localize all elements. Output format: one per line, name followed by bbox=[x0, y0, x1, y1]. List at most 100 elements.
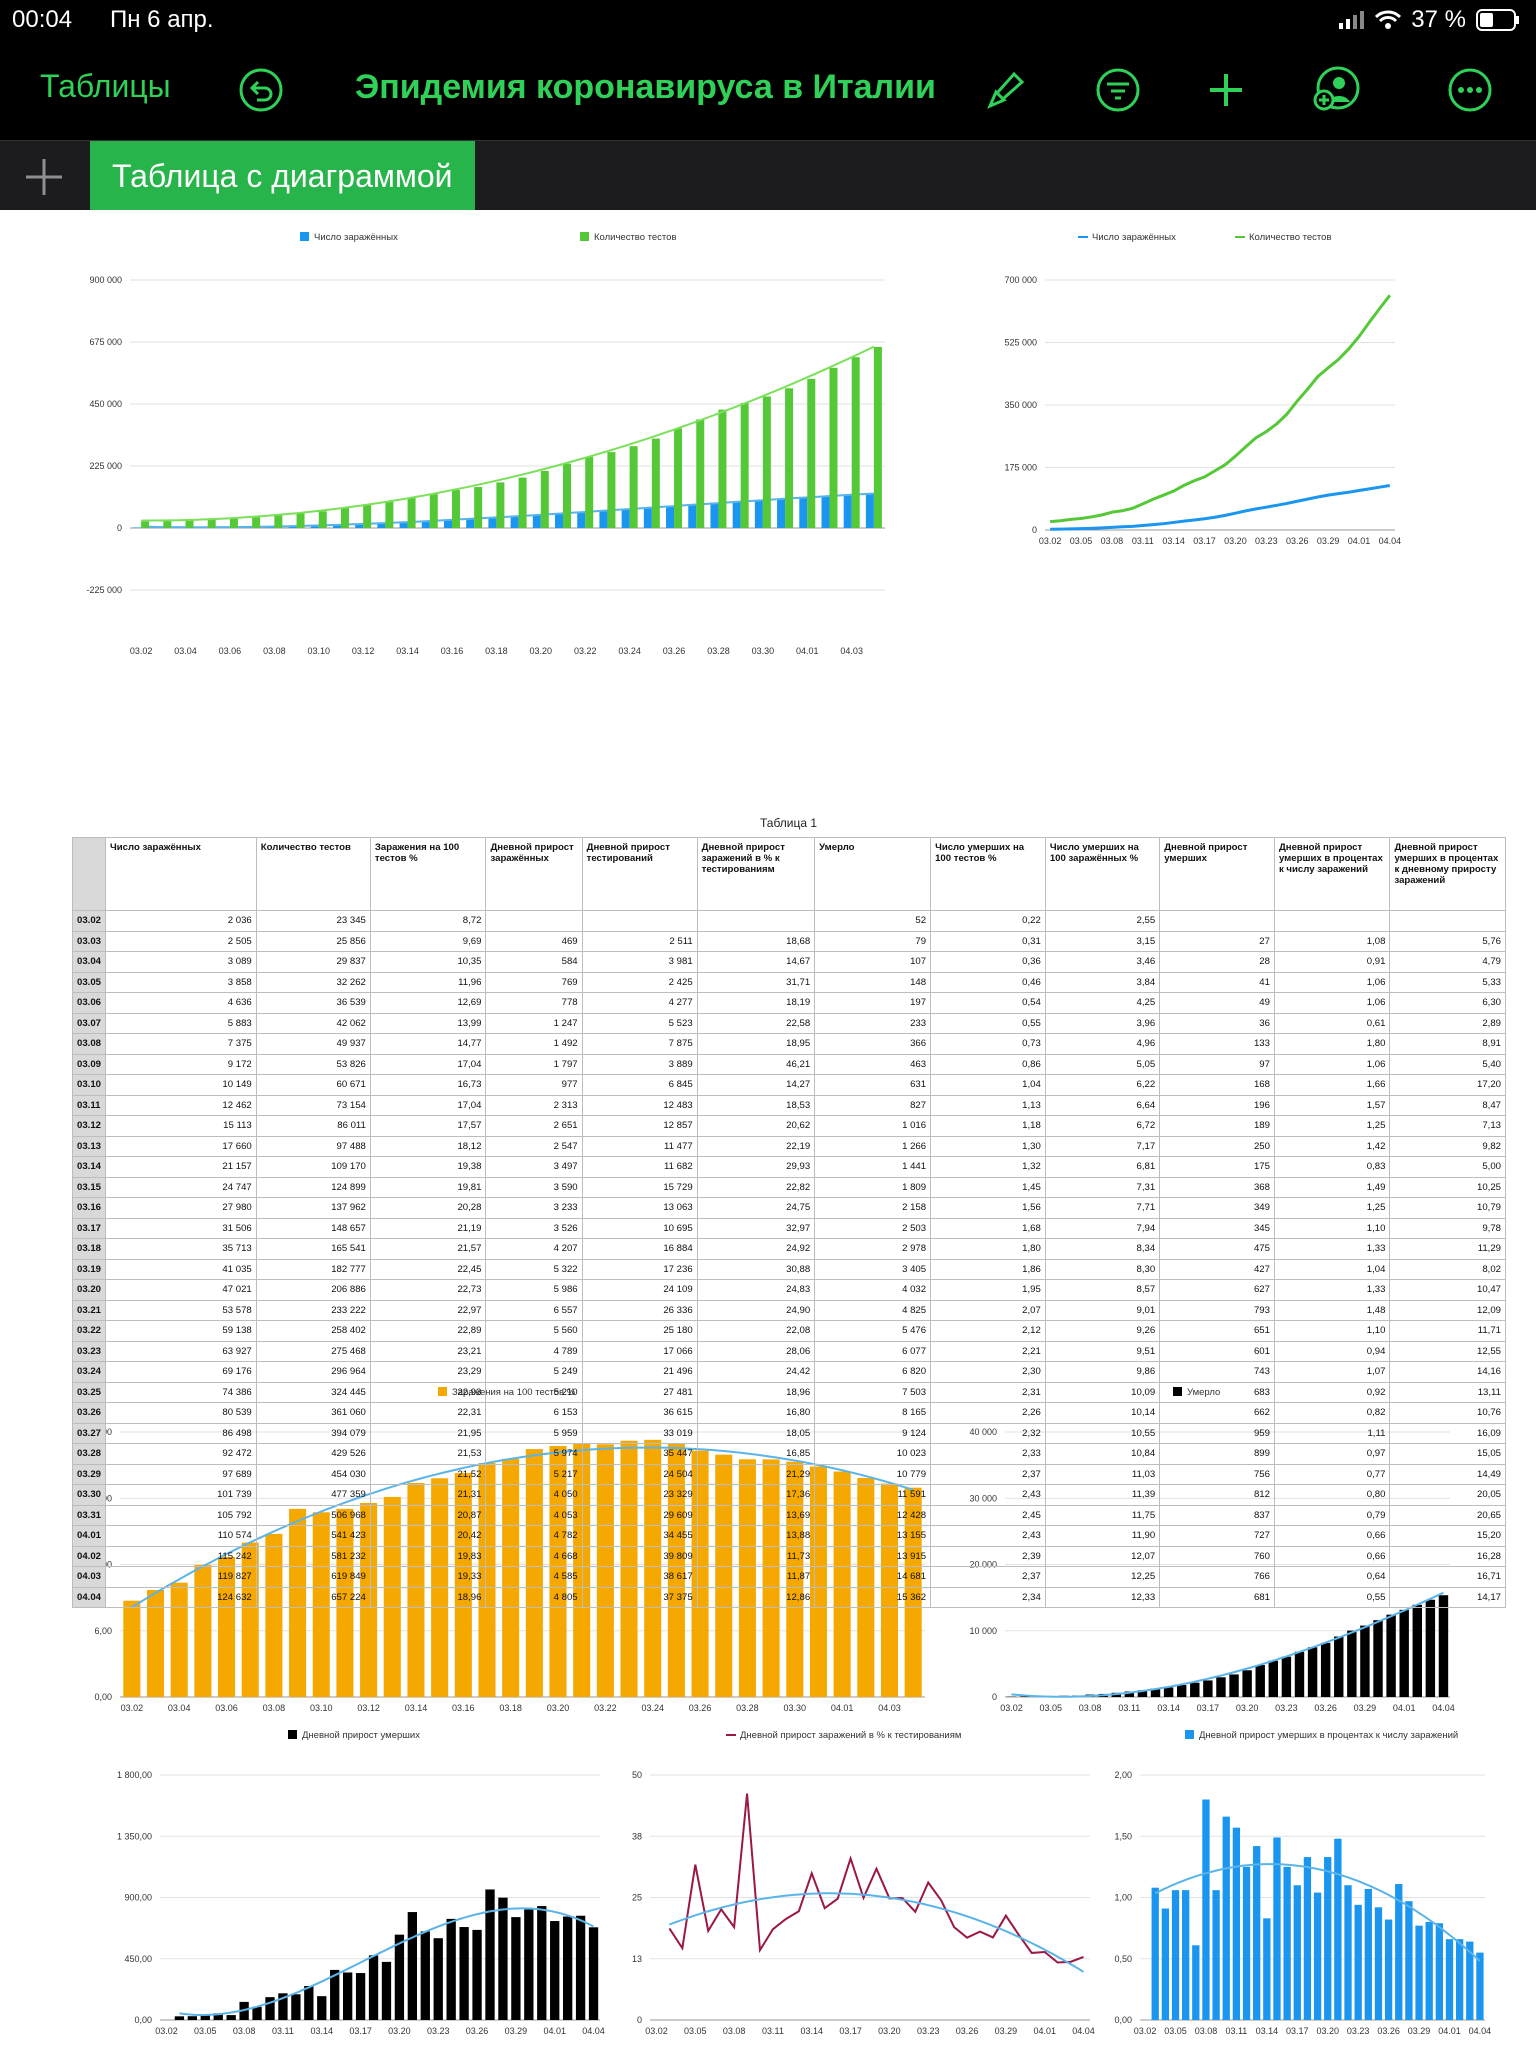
table-cell[interactable]: 7 375 bbox=[105, 1033, 257, 1055]
table-cell[interactable]: 9,69 bbox=[369, 930, 487, 952]
table-cell[interactable]: 4 277 bbox=[581, 992, 698, 1014]
table-cell[interactable]: 5,33 bbox=[1389, 971, 1506, 993]
table-cell[interactable]: 97 bbox=[1159, 1053, 1275, 1075]
table-cell[interactable] bbox=[485, 910, 583, 932]
table-row[interactable]: 03.09 9 172 53 826 17,04 1 797 3 889 46,21 463 0… bbox=[71, 1053, 1506, 1075]
table-cell[interactable]: 23,21 bbox=[369, 1340, 487, 1362]
collaborate-icon[interactable] bbox=[1312, 66, 1360, 114]
table-cell[interactable]: 17,36 bbox=[696, 1484, 816, 1506]
table-cell[interactable]: 12,07 bbox=[1044, 1545, 1161, 1567]
table-cell[interactable]: 9,51 bbox=[1044, 1340, 1161, 1362]
table-cell[interactable]: 837 bbox=[1159, 1504, 1275, 1526]
table-cell[interactable]: 0,36 bbox=[930, 951, 1046, 973]
table-cell[interactable]: 812 bbox=[1159, 1484, 1275, 1506]
table-cell[interactable]: 361 060 bbox=[255, 1402, 371, 1424]
table-cell[interactable]: 4 053 bbox=[485, 1504, 583, 1526]
table-cell[interactable]: 24,92 bbox=[696, 1238, 816, 1260]
table-cell[interactable]: 24,90 bbox=[696, 1299, 816, 1321]
table-cell[interactable]: 10,84 bbox=[1044, 1443, 1161, 1465]
table-cell[interactable]: 0,66 bbox=[1273, 1545, 1391, 1567]
table-cell[interactable] bbox=[581, 910, 698, 932]
table-cell[interactable]: 17 236 bbox=[581, 1258, 698, 1280]
table-row[interactable]: 03.18 35 713 165 541 21,57 4 207 16 884 24,92 2… bbox=[71, 1238, 1506, 1260]
table-cell[interactable]: 681 bbox=[1159, 1586, 1275, 1608]
table-cell[interactable]: 1,56 bbox=[930, 1197, 1046, 1219]
table-cell[interactable]: 16,28 bbox=[1389, 1545, 1506, 1567]
table-cell[interactable]: 21,29 bbox=[696, 1463, 816, 1485]
table-cell[interactable]: 11,39 bbox=[1044, 1484, 1161, 1506]
table-cell[interactable]: 7,13 bbox=[1389, 1115, 1506, 1137]
table-cell[interactable]: 1 441 bbox=[814, 1156, 932, 1178]
table-cell[interactable]: 22,45 bbox=[369, 1258, 487, 1280]
table-cell[interactable]: 2 503 bbox=[814, 1217, 932, 1239]
table-cell[interactable]: 27 980 bbox=[105, 1197, 257, 1219]
table-cell[interactable]: 17,04 bbox=[369, 1094, 487, 1116]
table-cell[interactable]: 17 660 bbox=[105, 1135, 257, 1157]
table-cell[interactable]: 24,42 bbox=[696, 1361, 816, 1383]
table-cell[interactable]: 4,79 bbox=[1389, 951, 1506, 973]
table-cell[interactable]: 11,90 bbox=[1044, 1525, 1161, 1547]
table-cell[interactable]: 10 149 bbox=[105, 1074, 257, 1096]
table-cell[interactable]: 17,20 bbox=[1389, 1074, 1506, 1096]
table-cell[interactable]: 11,29 bbox=[1389, 1238, 1506, 1260]
row-header-cell[interactable]: 03.30 bbox=[71, 1484, 107, 1506]
row-header-cell[interactable]: 03.13 bbox=[71, 1135, 107, 1157]
table-cell[interactable]: 233 222 bbox=[255, 1299, 371, 1321]
table-row[interactable]: 03.29 97 689 454 030 21,52 5 217 24 504 21,29 1… bbox=[71, 1463, 1506, 1485]
table-cell[interactable]: 11,73 bbox=[696, 1545, 816, 1567]
table-cell[interactable]: 477 359 bbox=[255, 1484, 371, 1506]
table-cell[interactable]: 4 782 bbox=[485, 1525, 583, 1547]
table-cell[interactable]: 1 809 bbox=[814, 1176, 932, 1198]
table-cell[interactable]: 23 345 bbox=[255, 910, 371, 932]
table-cell[interactable]: 0,31 bbox=[930, 930, 1046, 952]
table-cell[interactable]: 25 856 bbox=[255, 930, 371, 952]
table-cell[interactable]: 475 bbox=[1159, 1238, 1275, 1260]
table-cell[interactable]: 2,26 bbox=[930, 1402, 1046, 1424]
table-cell[interactable]: 6,64 bbox=[1044, 1094, 1161, 1116]
table-cell[interactable]: 13,69 bbox=[696, 1504, 816, 1526]
table-cell[interactable]: 197 bbox=[814, 992, 932, 1014]
table-cell[interactable]: 368 bbox=[1159, 1176, 1275, 1198]
table-cell[interactable]: 11 477 bbox=[581, 1135, 698, 1157]
table-cell[interactable]: 2,37 bbox=[930, 1463, 1046, 1485]
table-cell[interactable]: 13 063 bbox=[581, 1197, 698, 1219]
table-cell[interactable]: 79 bbox=[814, 930, 932, 952]
table-cell[interactable]: 2 547 bbox=[485, 1135, 583, 1157]
column-header[interactable]: Дневной прирост заражённых bbox=[485, 837, 583, 911]
table-cell[interactable] bbox=[1159, 910, 1275, 932]
table-row[interactable]: 03.23 63 927 275 468 23,21 4 789 17 066 28,06 6… bbox=[71, 1340, 1506, 1362]
table-cell[interactable]: 27 bbox=[1159, 930, 1275, 952]
table-cell[interactable]: 63 927 bbox=[105, 1340, 257, 1362]
table-cell[interactable]: 1,32 bbox=[930, 1156, 1046, 1178]
table-cell[interactable]: 168 bbox=[1159, 1074, 1275, 1096]
table-cell[interactable]: 14,77 bbox=[369, 1033, 487, 1055]
table-cell[interactable]: 1,68 bbox=[930, 1217, 1046, 1239]
table-cell[interactable]: 124 632 bbox=[105, 1586, 257, 1608]
table-row[interactable]: 03.08 7 375 49 937 14,77 1 492 7 875 18,95 366 0… bbox=[71, 1033, 1506, 1055]
table-cell[interactable]: 7 503 bbox=[814, 1381, 932, 1403]
table-cell[interactable]: 2 511 bbox=[581, 930, 698, 952]
table-cell[interactable]: 52 bbox=[814, 910, 932, 932]
table-cell[interactable]: 6 077 bbox=[814, 1340, 932, 1362]
table-cell[interactable]: 97 488 bbox=[255, 1135, 371, 1157]
table-cell[interactable]: 6 845 bbox=[581, 1074, 698, 1096]
table-cell[interactable]: 2,43 bbox=[930, 1525, 1046, 1547]
data-table[interactable]: Число заражённых Количество тестов Заражен… bbox=[71, 837, 1506, 1608]
table-cell[interactable]: 73 154 bbox=[255, 1094, 371, 1116]
table-cell[interactable]: 324 445 bbox=[255, 1381, 371, 1403]
table-cell[interactable]: 19,38 bbox=[369, 1156, 487, 1178]
row-header-cell[interactable]: 03.21 bbox=[71, 1299, 107, 1321]
table-cell[interactable]: 2,32 bbox=[930, 1422, 1046, 1444]
table-cell[interactable]: 12,86 bbox=[696, 1586, 816, 1608]
row-header-cell[interactable]: 04.03 bbox=[71, 1566, 107, 1588]
table-cell[interactable]: 2,43 bbox=[930, 1484, 1046, 1506]
column-header[interactable]: Дневной прирост умерших bbox=[1159, 837, 1275, 911]
table-cell[interactable]: 21,31 bbox=[369, 1484, 487, 1506]
table-cell[interactable]: 47 021 bbox=[105, 1279, 257, 1301]
table-row[interactable]: 04.01 110 574 541 423 20,42 4 782 34 455 13,88… bbox=[71, 1525, 1506, 1547]
table-cell[interactable]: 32,97 bbox=[696, 1217, 816, 1239]
table-cell[interactable]: 959 bbox=[1159, 1422, 1275, 1444]
table-cell[interactable]: 4 825 bbox=[814, 1299, 932, 1321]
table-cell[interactable]: 1,04 bbox=[1273, 1258, 1391, 1280]
tab-chart-table[interactable]: Таблица с диаграммой bbox=[90, 141, 475, 211]
